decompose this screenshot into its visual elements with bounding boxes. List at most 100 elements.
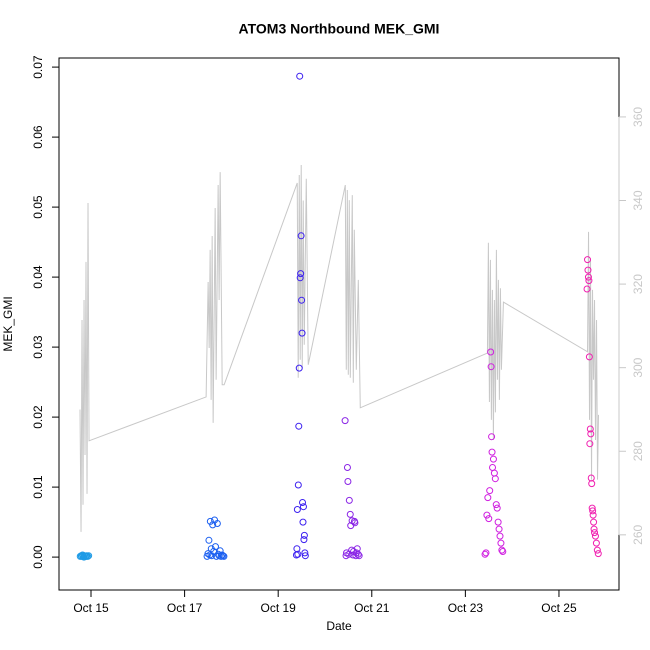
y2-tick-label: 280 bbox=[631, 441, 645, 461]
point bbox=[593, 546, 601, 554]
point bbox=[591, 529, 599, 537]
point bbox=[300, 536, 308, 544]
y-tick-label: 0.07 bbox=[31, 55, 45, 79]
point bbox=[588, 504, 596, 512]
point bbox=[586, 425, 594, 433]
point bbox=[295, 422, 303, 430]
point bbox=[486, 487, 494, 495]
point bbox=[300, 531, 308, 539]
point bbox=[211, 543, 219, 551]
point bbox=[584, 256, 592, 264]
point bbox=[591, 532, 599, 540]
point bbox=[355, 552, 363, 560]
y2-tick-label: 300 bbox=[631, 357, 645, 377]
point bbox=[499, 548, 507, 555]
point bbox=[498, 546, 506, 554]
point bbox=[85, 552, 93, 560]
point bbox=[293, 506, 301, 513]
point bbox=[346, 510, 354, 518]
point bbox=[298, 296, 306, 304]
point bbox=[584, 266, 592, 274]
point bbox=[488, 433, 496, 441]
chart-title: ATOM3 Northbound MEK_GMI bbox=[239, 21, 440, 37]
point bbox=[492, 501, 500, 509]
point bbox=[297, 270, 305, 278]
point bbox=[487, 348, 495, 356]
x-tick-label: Oct 25 bbox=[541, 601, 577, 615]
y-axis-label: MEK_GMI bbox=[1, 296, 15, 351]
x-tick-label: Oct 19 bbox=[261, 601, 297, 615]
point bbox=[588, 480, 596, 488]
point bbox=[585, 277, 593, 285]
point bbox=[343, 464, 351, 471]
point bbox=[484, 494, 492, 502]
y-tick-label: 0.04 bbox=[31, 265, 45, 289]
point bbox=[494, 518, 502, 526]
point bbox=[294, 481, 302, 489]
y2-tick-label: 320 bbox=[631, 274, 645, 294]
y-tick-label: 0.01 bbox=[31, 475, 45, 499]
x-tick-label: Oct 23 bbox=[448, 601, 484, 615]
y-tick-label: 0.06 bbox=[31, 125, 45, 149]
x-tick-label: Oct 21 bbox=[354, 601, 390, 615]
point bbox=[590, 518, 598, 526]
y2-tick-label: 340 bbox=[631, 190, 645, 210]
y-tick-label: 0.03 bbox=[31, 335, 45, 359]
point bbox=[296, 274, 304, 282]
point bbox=[345, 496, 353, 504]
x-tick-label: Oct 15 bbox=[73, 601, 109, 615]
point bbox=[497, 539, 505, 547]
point bbox=[299, 518, 307, 526]
point bbox=[586, 440, 594, 448]
point bbox=[489, 455, 497, 463]
point bbox=[299, 503, 307, 511]
point bbox=[83, 552, 91, 560]
x-axis-label: Date bbox=[326, 619, 352, 633]
y2-tick-label: 360 bbox=[631, 107, 645, 127]
point bbox=[481, 550, 489, 558]
point bbox=[590, 525, 598, 533]
x-tick-label: Oct 17 bbox=[167, 601, 203, 615]
point bbox=[301, 552, 309, 560]
point bbox=[583, 285, 591, 293]
point bbox=[84, 552, 92, 560]
point bbox=[585, 353, 593, 361]
y-tick-label: 0.00 bbox=[31, 545, 45, 569]
point bbox=[294, 550, 302, 558]
point bbox=[495, 525, 503, 533]
point bbox=[206, 517, 214, 525]
point bbox=[592, 539, 600, 547]
point bbox=[205, 536, 213, 544]
point bbox=[299, 499, 307, 506]
point bbox=[296, 72, 304, 80]
point bbox=[354, 550, 362, 558]
point bbox=[351, 519, 359, 527]
point bbox=[487, 363, 495, 371]
line bbox=[79, 164, 599, 532]
point bbox=[218, 551, 226, 559]
point bbox=[295, 364, 303, 372]
point bbox=[483, 511, 491, 519]
point bbox=[584, 273, 592, 281]
point bbox=[341, 417, 349, 425]
point bbox=[298, 329, 306, 337]
point bbox=[344, 478, 352, 485]
y-tick-label: 0.05 bbox=[31, 195, 45, 219]
point bbox=[589, 507, 597, 515]
point bbox=[220, 552, 228, 560]
point bbox=[482, 549, 490, 557]
point bbox=[213, 520, 221, 527]
point bbox=[493, 504, 501, 512]
point bbox=[491, 475, 499, 483]
y-tick-label: 0.02 bbox=[31, 405, 45, 429]
point bbox=[208, 552, 216, 560]
point bbox=[594, 550, 602, 558]
point bbox=[301, 549, 309, 557]
point bbox=[488, 448, 496, 456]
point bbox=[587, 430, 595, 438]
y2-tick-label: 260 bbox=[631, 525, 645, 545]
point bbox=[297, 232, 305, 240]
point bbox=[219, 552, 227, 560]
